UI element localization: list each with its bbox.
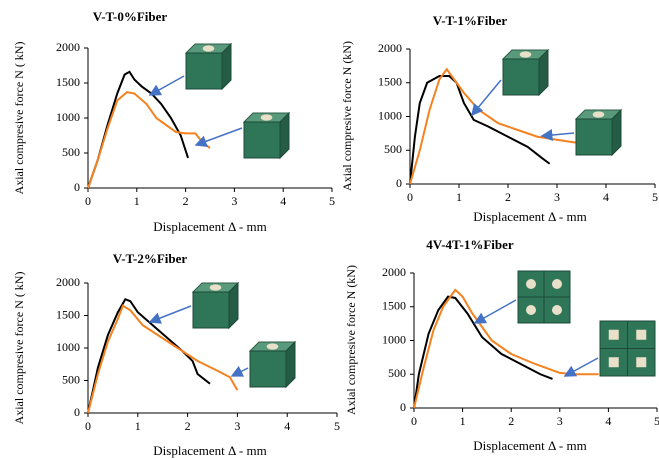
specimen-icon — [576, 110, 621, 155]
y-tick-label: 2000 — [378, 41, 402, 55]
arrow — [150, 306, 191, 322]
plate-core — [636, 357, 646, 367]
x-tick-label: 2 — [185, 419, 191, 433]
x-tick-label: 0 — [85, 194, 91, 208]
figure: V-T-0%Fiber Displacement Δ - mm Axial comp… — [0, 0, 659, 459]
x-tick-label: 4 — [284, 419, 290, 433]
y-tick-label: 1000 — [56, 110, 80, 124]
cube-front — [576, 119, 612, 155]
cube-core — [210, 284, 222, 290]
plate-core — [526, 279, 536, 289]
x-tick-label: 3 — [231, 194, 237, 208]
y-tick-label: 2000 — [56, 275, 80, 289]
arrow — [196, 128, 242, 145]
x-axis-label: Displacement Δ - mm — [153, 443, 266, 458]
y-tick-label: 1000 — [378, 108, 402, 122]
x-tick-label: 5 — [334, 419, 340, 433]
y-tick-label: 0 — [74, 405, 80, 419]
plate-core — [552, 305, 562, 315]
y-tick-label: 2000 — [56, 40, 80, 54]
y-axis-label: Axial compresive force N (kN) — [340, 41, 354, 191]
y-tick-label: 1000 — [56, 340, 80, 354]
cube-core — [267, 343, 279, 349]
x-tick-label: 0 — [407, 190, 413, 204]
x-tick-label: 2 — [508, 414, 514, 428]
cube-front — [503, 59, 539, 95]
chart-title: V-T-1%Fiber — [433, 13, 508, 28]
cube-core — [203, 45, 215, 51]
y-tick-label: 1000 — [382, 332, 406, 346]
x-tick-label: 1 — [134, 194, 140, 208]
arrow — [542, 133, 574, 136]
x-tick-label: 0 — [411, 414, 417, 428]
y-tick-label: 1500 — [378, 75, 402, 89]
cube-front — [186, 53, 222, 89]
x-tick-label: 5 — [652, 190, 658, 204]
cube-front — [244, 122, 280, 158]
x-axis-label: Displacement Δ - mm — [473, 209, 586, 224]
specimen-icon — [503, 50, 548, 95]
x-tick-label: 2 — [183, 194, 189, 208]
data-line — [414, 290, 599, 408]
x-tick-label: 4 — [605, 414, 611, 428]
y-axis-label: Axial compresive force N ( kN) — [12, 42, 26, 195]
specimen-icon — [186, 44, 231, 89]
specimen-icon — [518, 271, 570, 323]
x-tick-label: 3 — [554, 190, 560, 204]
y-tick-label: 500 — [384, 142, 402, 156]
x-tick-label: 5 — [329, 194, 335, 208]
cube-core — [261, 114, 273, 120]
y-tick-label: 1500 — [56, 307, 80, 321]
specimen-icon — [600, 321, 655, 376]
chart-title: V-T-0%Fiber — [93, 9, 168, 24]
y-tick-label: 0 — [74, 180, 80, 194]
y-tick-label: 1500 — [56, 75, 80, 89]
x-axis-label: Displacement Δ - mm — [473, 438, 586, 453]
arrow — [472, 80, 501, 115]
y-tick-label: 500 — [388, 366, 406, 380]
x-tick-label: 3 — [234, 419, 240, 433]
plate-core — [609, 330, 619, 340]
x-tick-label: 3 — [557, 414, 563, 428]
specimen-icon — [193, 283, 238, 328]
chart-title: V-T-2%Fiber — [113, 251, 188, 266]
x-axis-label: Displacement Δ - mm — [153, 219, 266, 234]
x-tick-label: 5 — [654, 414, 659, 428]
plate-core — [552, 279, 562, 289]
arrow — [150, 76, 184, 95]
cube-core — [593, 111, 605, 117]
x-tick-label: 1 — [456, 190, 462, 204]
plate-core — [526, 305, 536, 315]
x-tick-label: 1 — [460, 414, 466, 428]
data-line — [88, 92, 210, 188]
specimen-icon — [250, 342, 295, 387]
y-tick-label: 0 — [396, 176, 402, 190]
cube-front — [193, 292, 229, 328]
arrow — [475, 300, 516, 323]
x-tick-label: 0 — [85, 419, 91, 433]
cube-front — [250, 351, 286, 387]
chart-title: 4V-4T-1%Fiber — [426, 237, 514, 252]
y-tick-label: 500 — [62, 145, 80, 159]
cube-core — [520, 51, 532, 57]
y-axis-label: Axial compresive force N ( kN) — [12, 272, 26, 425]
y-tick-label: 2000 — [382, 265, 406, 279]
specimen-icon — [244, 113, 289, 158]
x-tick-label: 1 — [135, 419, 141, 433]
arrow — [232, 368, 248, 376]
y-tick-label: 0 — [400, 400, 406, 414]
y-tick-label: 1500 — [382, 299, 406, 313]
y-axis-label: Axial compresive force N (kN) — [344, 265, 358, 415]
y-tick-label: 500 — [62, 372, 80, 386]
x-tick-label: 2 — [505, 190, 511, 204]
plate-core — [609, 357, 619, 367]
x-tick-label: 4 — [603, 190, 609, 204]
x-tick-label: 4 — [280, 194, 286, 208]
plate-core — [636, 330, 646, 340]
